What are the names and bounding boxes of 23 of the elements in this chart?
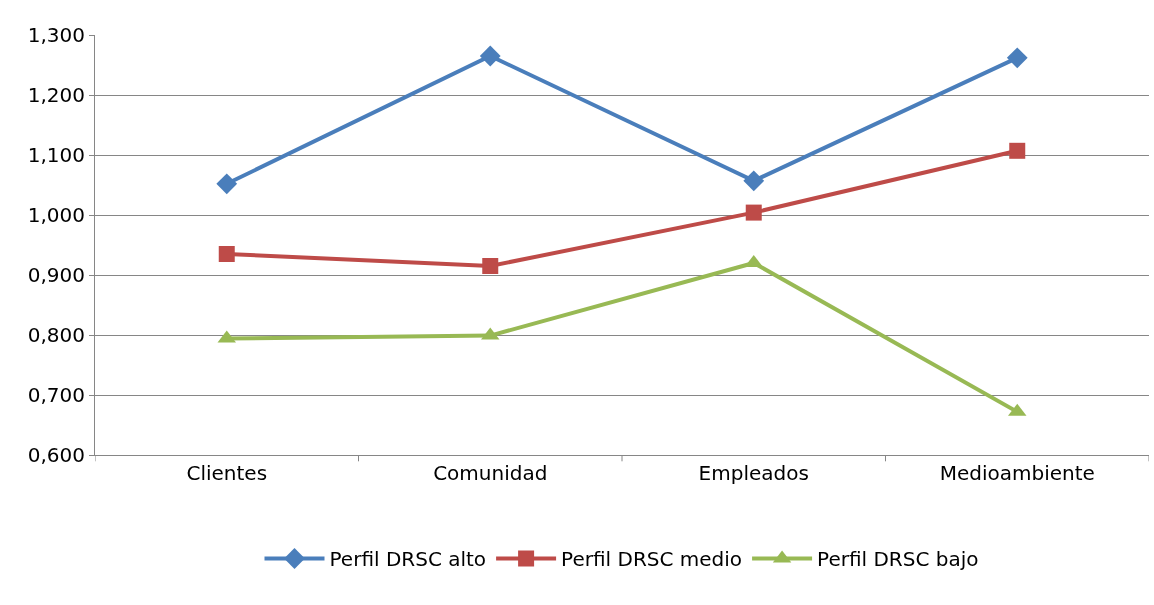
point: [218, 246, 235, 262]
y-tick-label: 0,800: [27, 323, 85, 347]
point: [743, 170, 765, 192]
point: [482, 258, 499, 274]
legend-label: Perfil DRSC alto: [329, 547, 487, 572]
y-tick-label: 0,600: [27, 443, 85, 467]
y-tick-label: 1,100: [27, 143, 85, 167]
y-tick-label: 1,300: [27, 23, 85, 47]
legend-label: Perfil DRSC bajo: [817, 547, 979, 572]
y-tick-label: 0,900: [27, 263, 85, 287]
point: [745, 204, 762, 221]
x-tick-label: Medioambiente: [939, 461, 1095, 485]
x-tick-label: Comunidad: [433, 461, 548, 485]
y-tick-label: 1,200: [27, 83, 85, 107]
y-tick-label: 0,700: [27, 383, 85, 407]
x-tick-label: Empleados: [698, 461, 809, 485]
y-tick-label: 1,000: [27, 203, 85, 227]
point: [216, 173, 238, 195]
x-tick-label: Clientes: [186, 461, 268, 485]
point: [1006, 47, 1028, 69]
point: [1009, 142, 1026, 159]
legend-label: Perfil DRSC medio: [561, 547, 743, 572]
point: [479, 45, 501, 67]
